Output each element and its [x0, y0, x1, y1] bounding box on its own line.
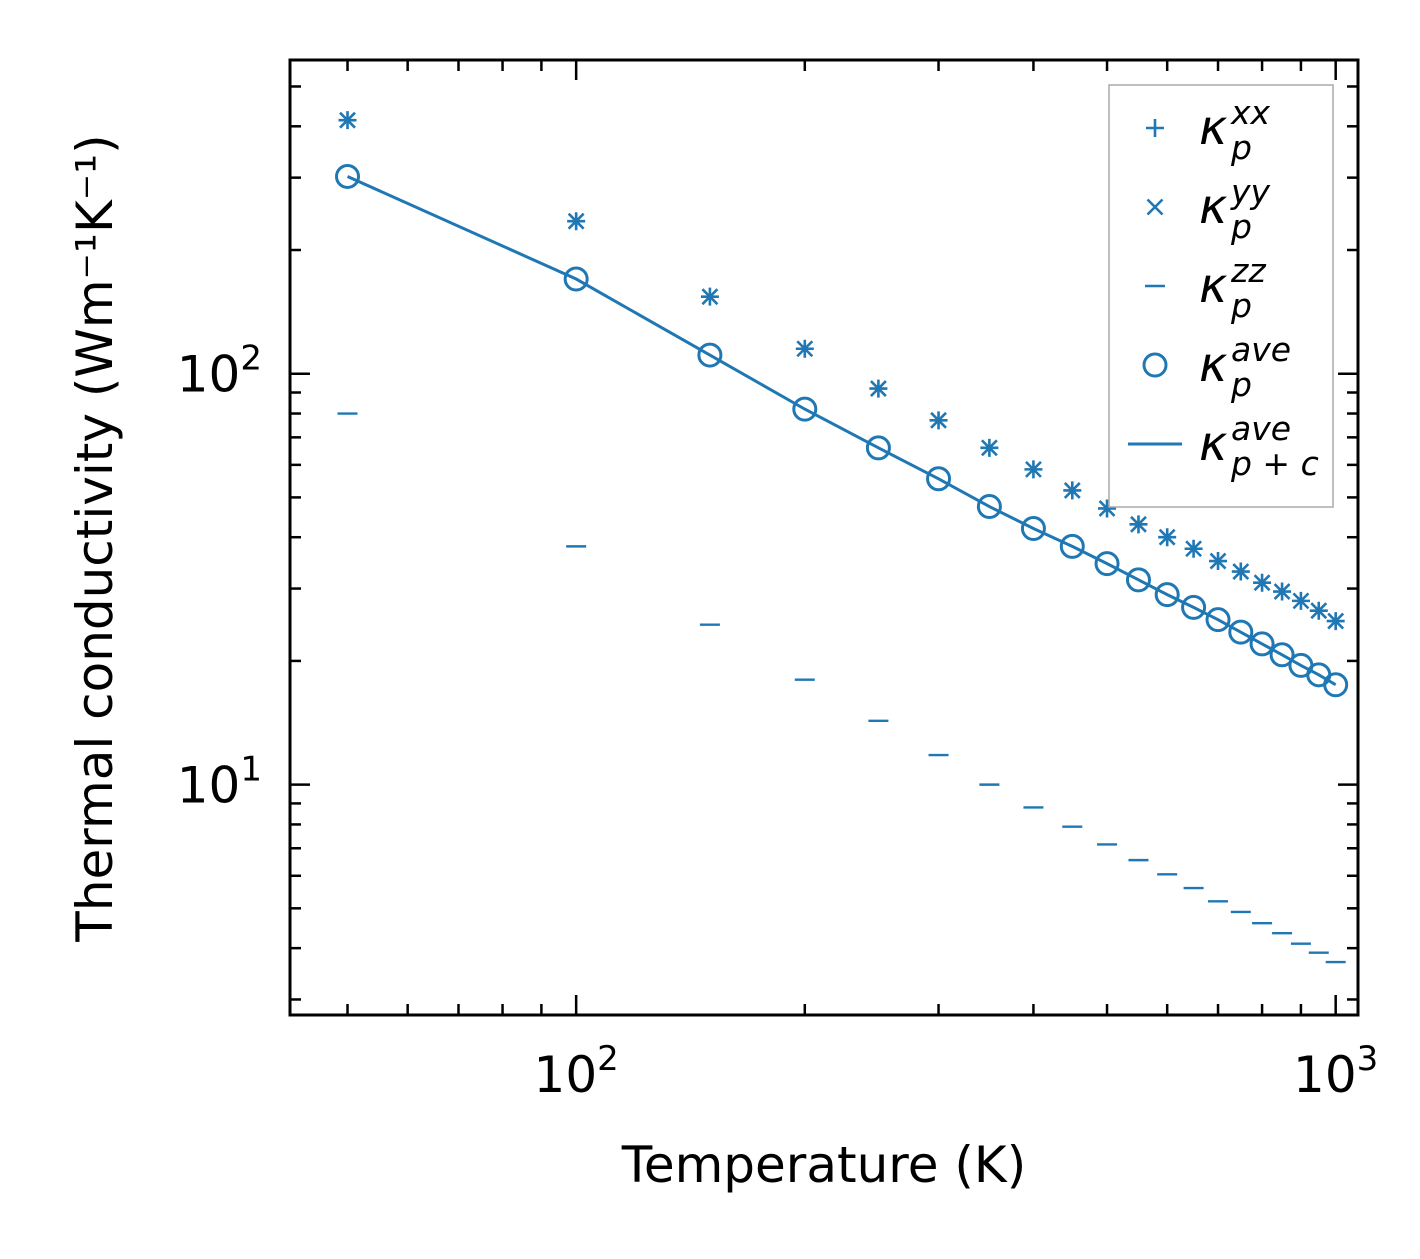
tick-base: 10 [534, 1046, 598, 1104]
y-tick-label: 101 [177, 750, 262, 815]
series-kappa_p^ave [335, 163, 1349, 698]
legend-symbol: κ [1199, 179, 1228, 235]
tick-base: 10 [177, 346, 241, 404]
legend-frame [1108, 84, 1334, 508]
data-point [1025, 460, 1042, 478]
x-tick-label: 102 [534, 1039, 619, 1104]
data-point [1063, 481, 1081, 499]
data-point [1181, 594, 1207, 620]
data-point [1125, 567, 1151, 593]
data-point [1249, 631, 1275, 657]
data-point [865, 435, 891, 461]
legend-symbol: κ [1199, 258, 1228, 314]
legend-symbol: κ [1199, 337, 1228, 393]
tick-exponent: 2 [597, 1039, 619, 1079]
x-axis-label: Temperature (K) [621, 1136, 1026, 1194]
data-point [1020, 516, 1046, 542]
legend-superscript: zz [1230, 251, 1266, 290]
data-point [1253, 574, 1271, 592]
series-layer [335, 111, 1349, 964]
data-point [1059, 533, 1085, 559]
legend-handle [1146, 198, 1164, 216]
legend-subscript: p [1230, 286, 1252, 325]
legend-item: κ yyp [1146, 172, 1271, 246]
data-point [976, 494, 1002, 520]
legend-subscript: p [1230, 128, 1252, 167]
legend-superscript: ave [1231, 409, 1291, 448]
legend-handle [1142, 352, 1168, 378]
tick-exponent: 2 [240, 339, 262, 379]
data-point [1327, 612, 1345, 630]
data-point [1228, 619, 1254, 645]
data-point [1205, 607, 1231, 633]
data-point [1158, 528, 1176, 546]
data-point [1209, 552, 1227, 570]
legend-subscript: p [1230, 207, 1252, 246]
data-point [1232, 563, 1250, 580]
data-point [1185, 540, 1202, 558]
legend-subscript: p [1230, 365, 1252, 404]
data-point [697, 342, 723, 368]
y-tick-label: 102 [177, 339, 262, 404]
legend-symbol: κ [1199, 416, 1228, 472]
tick-base: 10 [177, 757, 241, 815]
data-point [930, 411, 947, 429]
data-point [1269, 642, 1295, 668]
legend-superscript: yy [1230, 172, 1271, 211]
data-point [1292, 592, 1310, 610]
y-axis-label: Thermal conductivity (Wm⁻¹K⁻¹) [66, 134, 124, 942]
legend-symbol: κ [1199, 100, 1228, 156]
data-point [796, 340, 814, 358]
data-point [339, 111, 356, 129]
legend-item: κ zzp [1145, 251, 1266, 325]
x-tick-label: 103 [1293, 1039, 1378, 1104]
series-kappa_p^zz [337, 412, 1346, 964]
data-point [567, 212, 585, 230]
data-point [701, 288, 719, 306]
legend-handle [1146, 119, 1164, 137]
legend-item: κ xxp [1146, 93, 1271, 167]
plot-frame [288, 58, 1360, 1017]
data-point [1130, 515, 1147, 533]
data-point [792, 396, 818, 422]
data-point [563, 266, 589, 292]
tick-base: 10 [1293, 1046, 1357, 1104]
series-kappa_p^yy [339, 111, 1345, 630]
legend-superscript: ave [1231, 330, 1291, 369]
data-point [335, 163, 361, 189]
legend-subscript: p + c [1230, 444, 1319, 483]
data-point [1154, 582, 1180, 608]
major-ticks [290, 60, 1358, 1015]
data-point [926, 466, 952, 492]
tick-exponent: 1 [240, 750, 262, 790]
data-point [980, 439, 998, 457]
data-point [1273, 583, 1291, 600]
series-line [346, 175, 1337, 687]
data-point [1323, 672, 1349, 698]
minor-ticks [290, 60, 1358, 1015]
tick-exponent: 3 [1357, 1039, 1379, 1079]
data-point [1094, 551, 1120, 577]
data-point [1310, 602, 1328, 620]
series-kappa_p+c^ave [346, 175, 1337, 687]
legend-superscript: xx [1230, 93, 1271, 132]
data-point [869, 380, 887, 398]
